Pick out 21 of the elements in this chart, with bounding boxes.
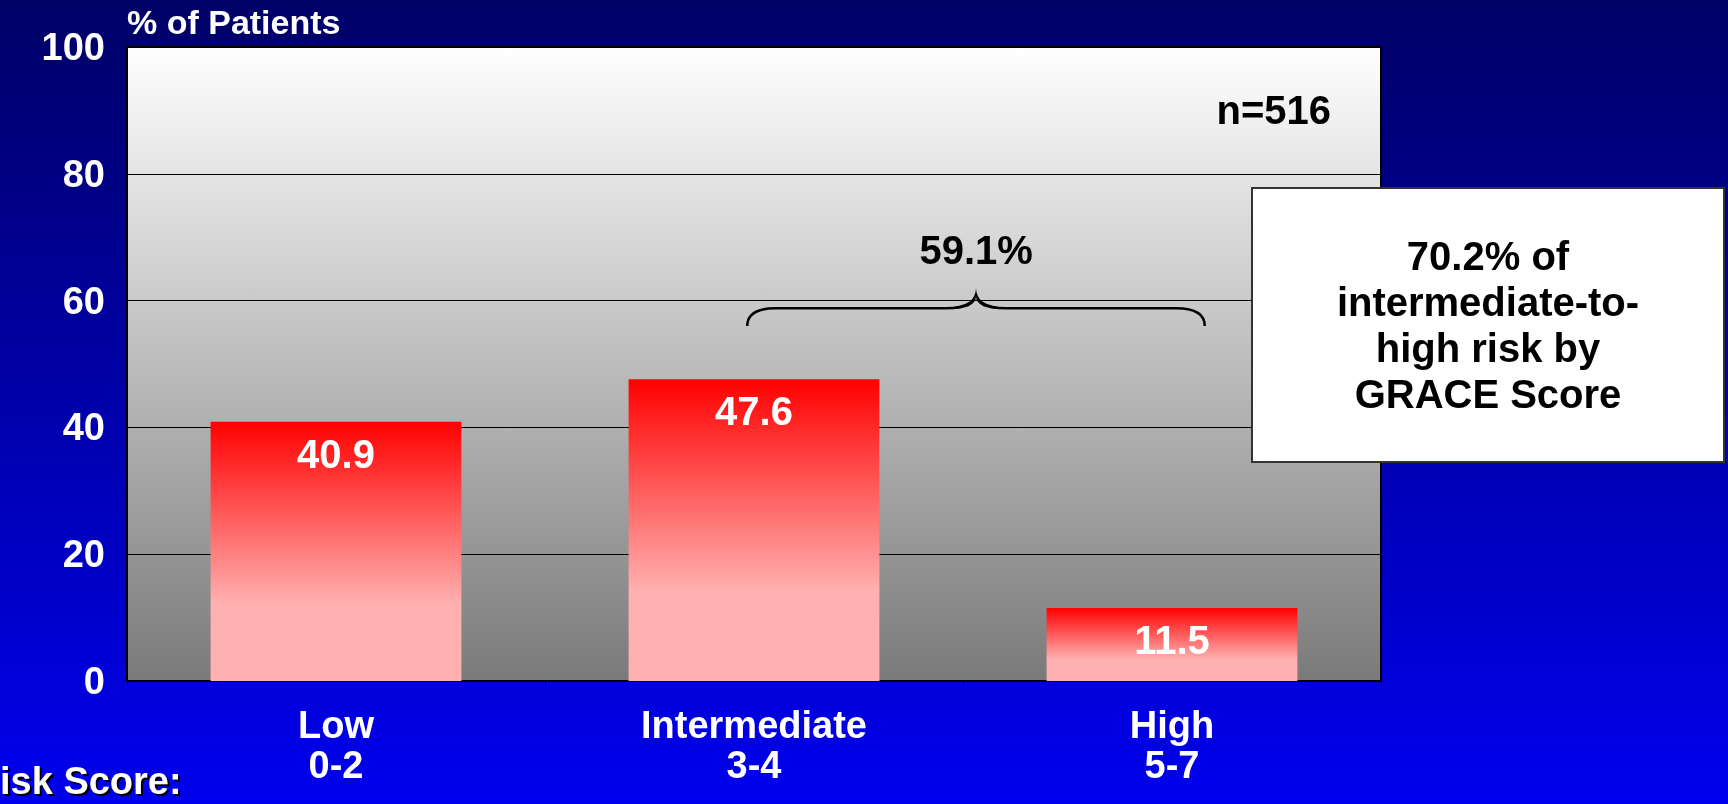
x-tick-label: Intermediate 3-4 bbox=[641, 704, 867, 786]
bar bbox=[628, 379, 880, 681]
bar bbox=[210, 421, 462, 681]
data-label: 11.5 bbox=[1134, 618, 1210, 663]
data-label: 40.9 bbox=[297, 431, 375, 476]
bar bbox=[1046, 608, 1298, 681]
callout-box: 70.2% of intermediate-to- high risk by GRACE Score bbox=[1251, 187, 1725, 463]
annotation: 70.2% of intermediate-to- high risk by GRACE Score bbox=[1336, 233, 1640, 417]
text: isk Score: bbox=[0, 760, 182, 803]
y-tick-label: 60 bbox=[62, 279, 105, 322]
y-tick-label: 0 bbox=[83, 660, 105, 702]
annotation: 59.1% bbox=[919, 227, 1033, 273]
x-tick-label: Low 0-2 bbox=[298, 704, 375, 786]
y-tick-label: 80 bbox=[62, 152, 105, 195]
y-tick-label: 20 bbox=[62, 533, 105, 576]
annotation: n=516 bbox=[1216, 88, 1331, 133]
y-tick-label: 100 bbox=[41, 26, 105, 68]
data-label: 47.6 bbox=[715, 389, 793, 434]
y-axis-title: % of Patients bbox=[127, 3, 341, 41]
x-tick-label: High 5-7 bbox=[1129, 704, 1215, 786]
y-tick-label: 40 bbox=[62, 406, 105, 449]
